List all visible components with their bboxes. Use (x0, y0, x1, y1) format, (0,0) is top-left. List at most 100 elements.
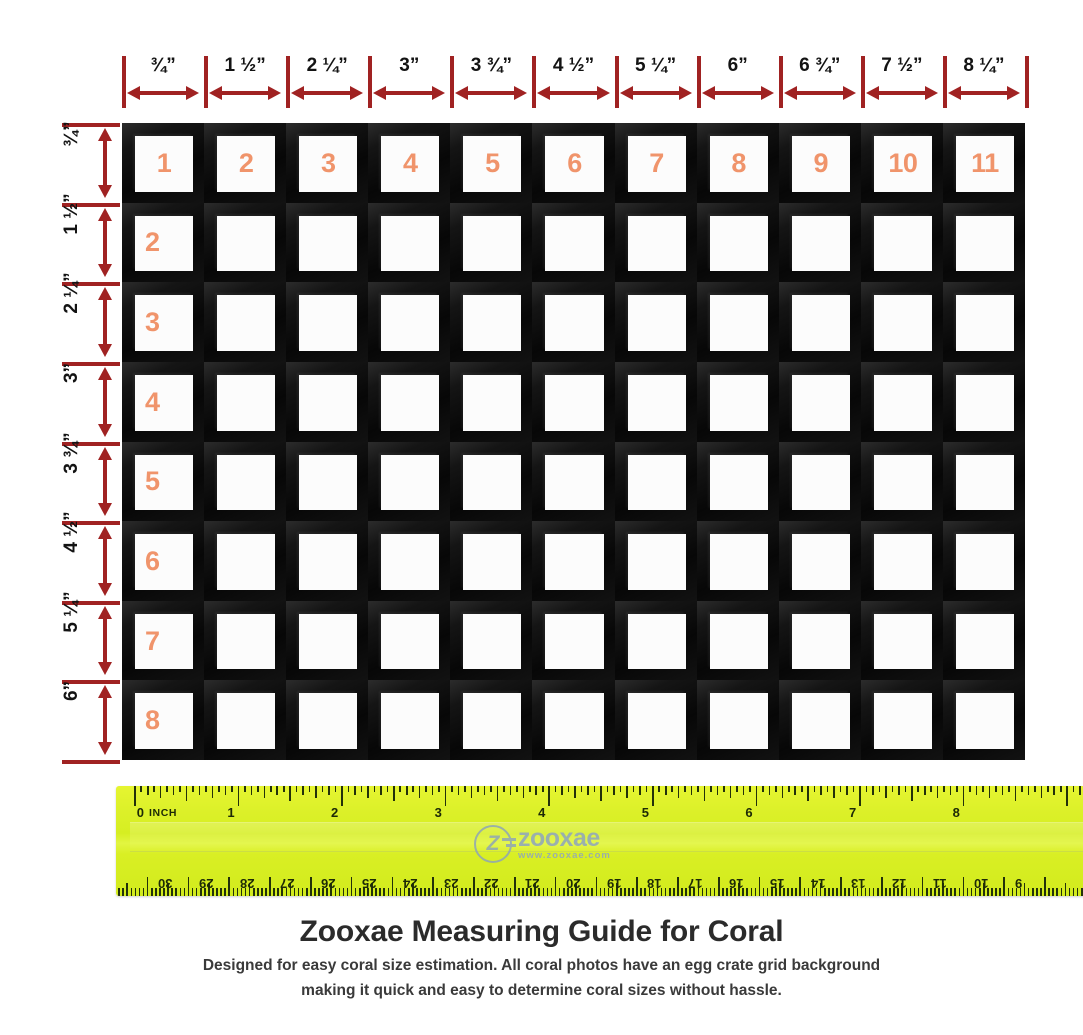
grid-cell-opening (545, 374, 604, 431)
ruler-tick (297, 888, 300, 896)
grid-cell (942, 202, 1025, 283)
ruler-tick (526, 888, 528, 896)
grid-cell: 4 (122, 361, 205, 442)
ruler-tick (308, 786, 311, 792)
h-tick-mark (614, 56, 619, 108)
ruler-tick (546, 888, 549, 896)
ruler-tick (490, 786, 492, 792)
grid-cell (614, 361, 697, 442)
ruler-tick (713, 888, 716, 896)
grid-cell-opening (299, 374, 358, 431)
grid-cell-opening (627, 295, 686, 351)
ruler-tick (742, 888, 744, 896)
ruler-tick (386, 786, 389, 792)
ruler-tick (477, 786, 479, 792)
v-double-arrow-icon (98, 287, 112, 357)
ruler-tick (587, 888, 589, 896)
ruler-tick (338, 888, 341, 896)
ruler-metric-number: 19 (606, 876, 622, 891)
grid-column-number: 10 (888, 147, 918, 178)
ruler-tick (799, 877, 802, 896)
grid-cell-opening (873, 693, 932, 749)
ruler-inch-number: 4 (538, 805, 546, 820)
logo-bar-2 (506, 844, 516, 847)
ruler-tick (273, 888, 275, 896)
ruler-metric-number: 30 (158, 876, 173, 891)
h-tick-mark (450, 56, 455, 108)
grid-cell-opening (299, 295, 358, 351)
ruler-tick (195, 888, 198, 896)
ruler-metric-number: 25 (361, 876, 377, 891)
h-double-arrow-icon (373, 86, 446, 100)
ruler-metric-number: 15 (769, 876, 785, 891)
ruler-tick (587, 786, 589, 795)
grid-cell-opening (545, 454, 604, 511)
ruler-tick (469, 888, 471, 896)
ruler-tick (969, 786, 971, 792)
grid-cell-opening (381, 534, 440, 590)
ruler-tick (236, 888, 239, 896)
ruler-tick (395, 888, 398, 896)
grid-row: 8 (122, 680, 1025, 760)
v-tick-mark (62, 600, 120, 605)
ruler-tick (399, 786, 402, 792)
ruler-tick (346, 888, 349, 896)
ruler-metric-number: 9 (1014, 876, 1022, 891)
ruler-tick (709, 888, 712, 896)
v-double-arrow-icon (98, 685, 112, 755)
grid-cell-opening (217, 613, 276, 670)
grid-cell: 10 (860, 123, 943, 203)
ruler-tick (721, 888, 724, 896)
grid-cell (204, 521, 287, 601)
ruler-tick (428, 888, 430, 896)
ruler-tick (379, 888, 381, 896)
grid-cell-opening (627, 215, 686, 272)
grid-cell (614, 521, 697, 601)
grid-cell (614, 202, 697, 283)
ruler-tick (179, 786, 181, 792)
grid-cell (860, 282, 943, 362)
grid-cell: 6 (532, 123, 615, 203)
ruler-inch-number: 6 (745, 805, 753, 820)
ruler-tick (840, 877, 842, 896)
ruler-tick (723, 786, 725, 792)
ruler-tick (485, 888, 488, 896)
ruler-tick (142, 888, 145, 896)
grid-cell (204, 680, 287, 760)
grid-cell (368, 202, 451, 283)
ruler-tick (425, 786, 427, 792)
ruler-tick (228, 877, 231, 896)
ruler-tick (762, 888, 765, 896)
ruler-tick (347, 786, 350, 792)
ruler-metric-number: 21 (525, 876, 540, 891)
grid-cell-opening (463, 295, 522, 351)
ruler-tick (203, 888, 206, 896)
ruler-tick (509, 786, 512, 795)
ruler-tick (1040, 888, 1042, 896)
grid-cell-opening (381, 454, 440, 511)
ruler-tick (542, 888, 545, 896)
ruler-tick (823, 888, 826, 896)
grid-cell (614, 441, 697, 522)
ruler-tick (987, 888, 989, 896)
grid-cell (286, 282, 369, 362)
ruler-tick (232, 888, 235, 896)
ruler-tick (513, 877, 516, 896)
h-segment: 8 ¼” (942, 55, 1025, 108)
ruler-inch-number: 7 (848, 805, 857, 820)
ruler-tick (923, 786, 926, 795)
h-tick-mark (532, 56, 537, 108)
ruler-tick (995, 888, 997, 896)
ruler-metric-number: 27 (280, 876, 295, 891)
ruler-tick (852, 786, 855, 792)
ruler-tick (600, 786, 602, 801)
ruler-tick (159, 786, 162, 798)
ruler-tick (146, 786, 149, 795)
grid-cell (942, 600, 1025, 681)
ruler-tick (766, 888, 769, 896)
ruler-tick (473, 877, 475, 896)
grid-cell-opening: 2 (217, 136, 276, 192)
h-double-arrow-icon (865, 86, 938, 100)
ruler-tick (640, 888, 642, 896)
v-segment-label: 2 ¼” (61, 272, 82, 314)
